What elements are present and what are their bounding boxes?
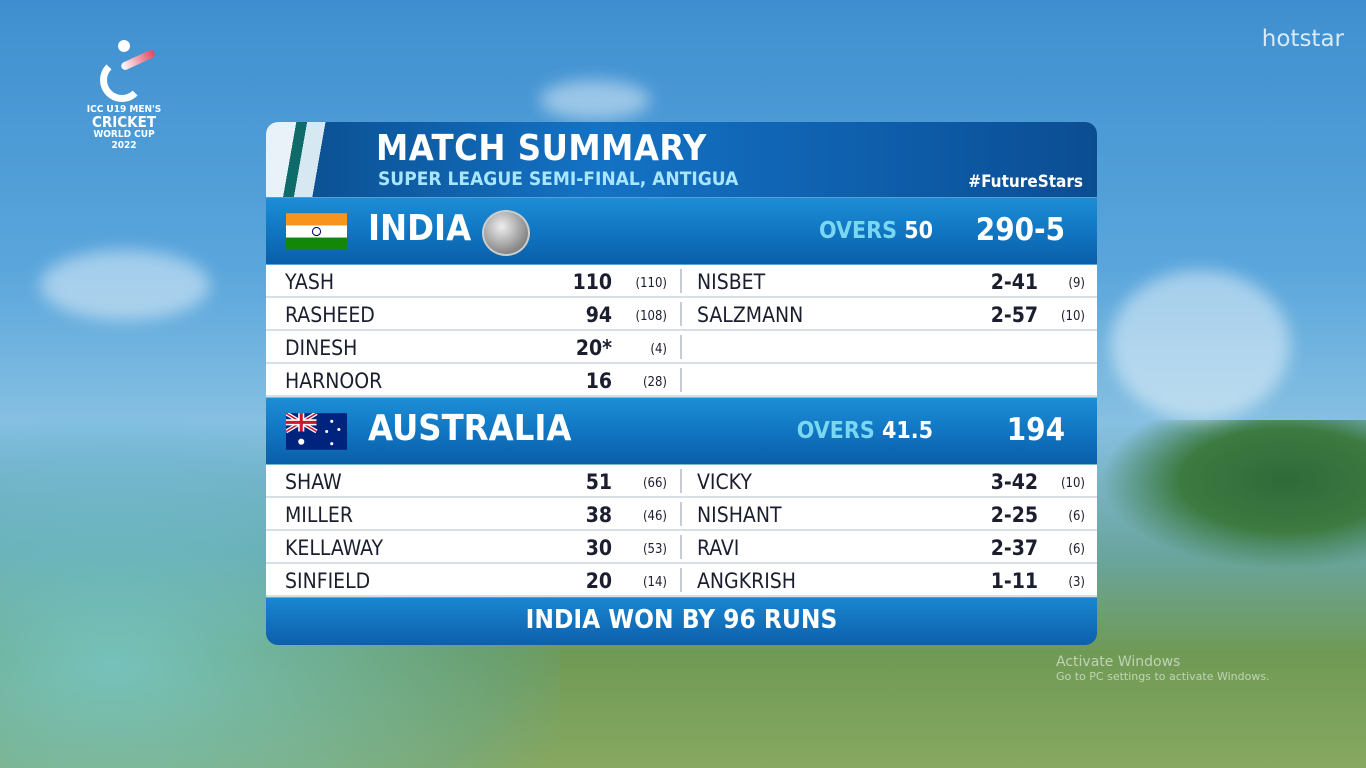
match-summary-panel: MATCH SUMMARY SUPER LEAGUE SEMI-FINAL, A… — [266, 122, 1097, 645]
background-trees — [1100, 420, 1366, 570]
batter-name: HARNOOR — [285, 369, 383, 393]
table-row: KELLAWAY 30 (53) RAVI 2-37 (6) — [266, 531, 1097, 564]
column-divider — [680, 535, 682, 559]
column-divider — [680, 568, 682, 592]
batter-balls: (108) — [635, 309, 667, 324]
bowler-figures: 2-25 — [990, 503, 1038, 527]
cloud — [1110, 270, 1290, 420]
scorecard-rows: YASH 110 (110) NISBET 2-41 (9) RASHEED 9… — [266, 265, 1097, 397]
bowler-figures: 2-41 — [990, 270, 1038, 294]
bowler-overs: (6) — [1068, 542, 1085, 557]
overs-label: OVERS — [819, 218, 897, 244]
column-divider — [680, 335, 682, 359]
team-bar-australia: AUSTRALIA OVERS 41.5 194 — [266, 398, 1097, 464]
match-result: INDIA WON BY 96 RUNS — [266, 598, 1097, 645]
batter-balls: (46) — [642, 509, 667, 524]
bowler-name: ANGKRISH — [697, 569, 796, 593]
batter-name: YASH — [285, 270, 335, 294]
column-divider — [680, 269, 682, 293]
batter-runs: 38 — [585, 503, 612, 527]
bowler-overs: (10) — [1060, 309, 1085, 324]
logo-line: 2022 — [111, 140, 137, 151]
india-flag-icon — [286, 213, 347, 250]
team-score: 290-5 — [975, 212, 1065, 248]
team-name: AUSTRALIA — [368, 408, 572, 449]
table-row: MILLER 38 (46) NISHANT 2-25 (6) — [266, 498, 1097, 531]
overs-label: OVERS — [796, 418, 875, 444]
batter-runs: 30 — [585, 536, 612, 560]
scorecard-rows: SHAW 51 (66) VICKY 3-42 (10) MILLER 38 (… — [266, 465, 1097, 597]
watermark-line: Activate Windows — [1056, 654, 1181, 670]
bowler-overs: (3) — [1068, 575, 1085, 590]
batter-balls: (4) — [650, 342, 667, 357]
header-graphic — [266, 122, 361, 197]
bowler-name: NISBET — [697, 270, 766, 294]
batter-runs: 94 — [585, 303, 612, 327]
table-row: DINESH 20* (4) — [266, 331, 1097, 364]
column-divider — [680, 469, 682, 493]
bowler-figures: 2-57 — [990, 303, 1038, 327]
batter-runs: 20* — [575, 336, 612, 360]
logo-mark-icon — [94, 40, 157, 104]
bowler-name: SALZMANN — [697, 303, 804, 327]
overs: OVERS 41.5 — [797, 418, 933, 444]
table-row: SINFIELD 20 (14) ANGKRISH 1-11 (3) — [266, 564, 1097, 597]
tournament-logo: ICC U19 MEN'S CRICKET WORLD CUP 2022 — [74, 40, 174, 151]
australia-flag-icon — [286, 413, 347, 450]
broadcaster-logo: hotstar — [1261, 26, 1344, 52]
panel-title: MATCH SUMMARY — [376, 128, 707, 169]
logo-line: WORLD CUP — [93, 129, 155, 140]
batter-name: DINESH — [285, 336, 358, 360]
bowler-name: NISHANT — [697, 503, 782, 527]
table-row: RASHEED 94 (108) SALZMANN 2-57 (10) — [266, 298, 1097, 331]
watermark-line: Go to PC settings to activate Windows. — [1056, 670, 1270, 683]
overs-value: 41.5 — [881, 418, 933, 444]
batter-name: KELLAWAY — [285, 536, 383, 560]
column-divider — [680, 302, 682, 326]
bowler-name: RAVI — [697, 536, 740, 560]
batter-name: RASHEED — [285, 303, 375, 327]
bowler-name: VICKY — [697, 470, 752, 494]
batter-runs: 16 — [585, 369, 612, 393]
bowler-overs: (10) — [1060, 476, 1085, 491]
batter-balls: (66) — [642, 476, 667, 491]
table-row: YASH 110 (110) NISBET 2-41 (9) — [266, 265, 1097, 298]
windows-watermark: Activate Windows Go to PC settings to ac… — [1056, 654, 1270, 683]
team-name: INDIA — [368, 208, 472, 249]
team-bar-india: INDIA OVERS 50 290-5 — [266, 198, 1097, 264]
batter-balls: (110) — [635, 276, 667, 291]
batter-balls: (14) — [642, 575, 667, 590]
panel-header: MATCH SUMMARY SUPER LEAGUE SEMI-FINAL, A… — [266, 122, 1097, 197]
cloud — [40, 250, 210, 320]
bowler-figures: 3-42 — [990, 470, 1038, 494]
batter-runs: 51 — [585, 470, 612, 494]
logo-line: CRICKET — [91, 113, 157, 131]
batter-runs: 110 — [572, 270, 612, 294]
overs: OVERS 50 — [819, 218, 933, 244]
bowler-overs: (9) — [1068, 276, 1085, 291]
cloud — [540, 80, 650, 120]
bowler-figures: 1-11 — [990, 569, 1038, 593]
team-score: 194 — [1006, 412, 1065, 448]
batter-name: SHAW — [285, 470, 342, 494]
logo-line: ICC U19 MEN'S — [86, 104, 162, 115]
icc-ball-icon — [482, 210, 530, 256]
batter-name: SINFIELD — [285, 569, 371, 593]
batter-balls: (53) — [642, 542, 667, 557]
table-row: SHAW 51 (66) VICKY 3-42 (10) — [266, 465, 1097, 498]
batter-name: MILLER — [285, 503, 353, 527]
bowler-figures: 2-37 — [990, 536, 1038, 560]
hashtag: #FutureStars — [968, 172, 1083, 192]
batter-balls: (28) — [642, 375, 667, 390]
match-subtitle: SUPER LEAGUE SEMI-FINAL, ANTIGUA — [378, 168, 739, 190]
overs-value: 50 — [904, 218, 933, 244]
column-divider — [680, 368, 682, 392]
bowler-overs: (6) — [1068, 509, 1085, 524]
column-divider — [680, 502, 682, 526]
batter-runs: 20 — [585, 569, 612, 593]
table-row: HARNOOR 16 (28) — [266, 364, 1097, 397]
